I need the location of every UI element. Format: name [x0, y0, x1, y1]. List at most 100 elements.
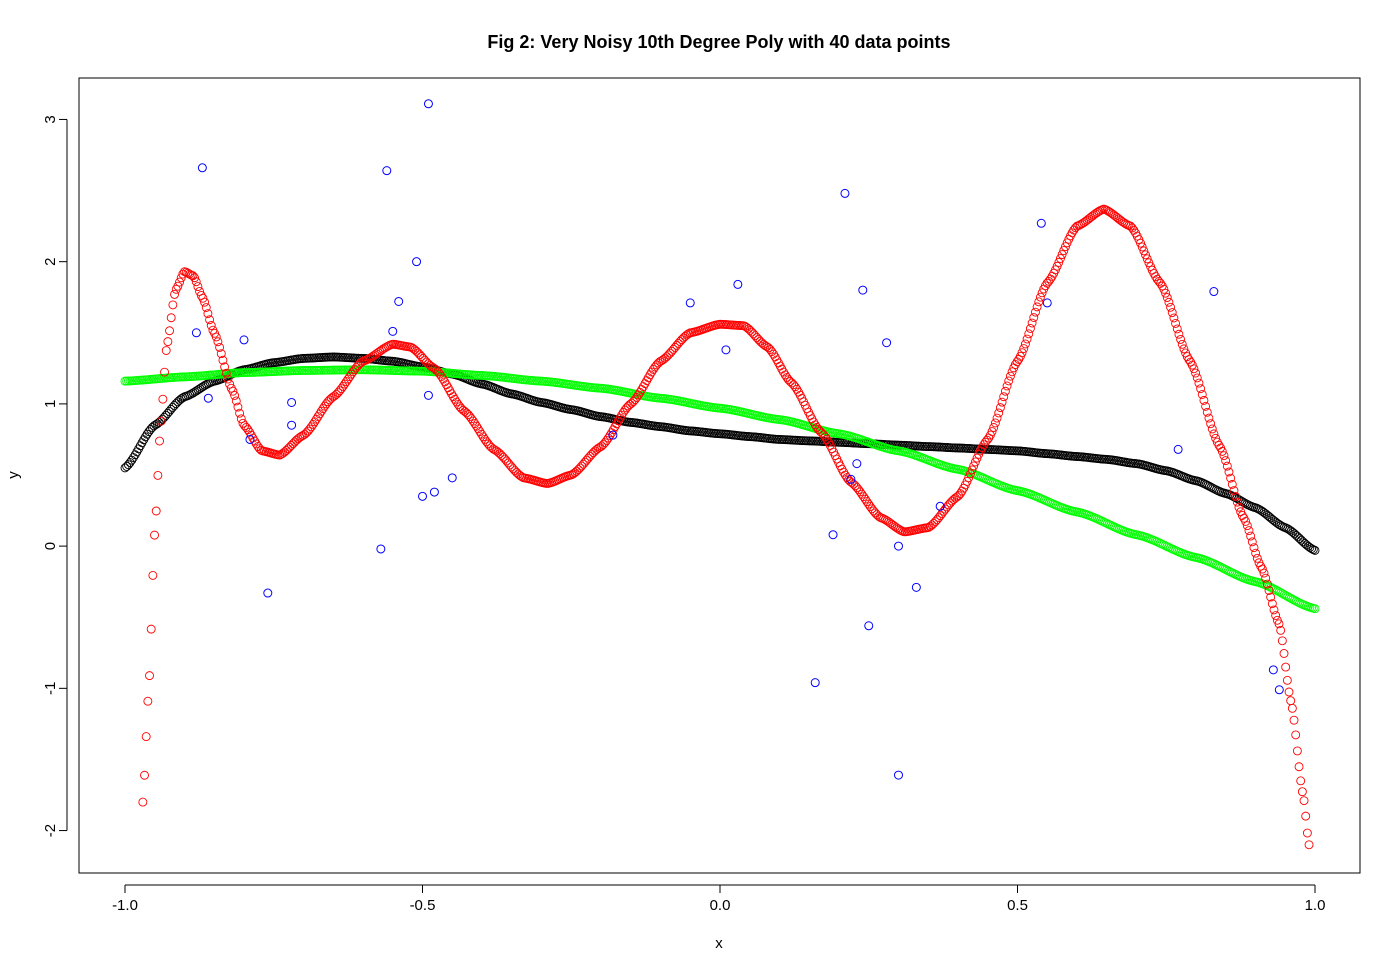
curve-point — [148, 570, 158, 580]
curve-point — [1252, 553, 1262, 563]
curve-point — [150, 530, 159, 540]
curve-point — [1002, 381, 1012, 391]
curve-point — [754, 334, 763, 344]
curve-point — [316, 406, 326, 416]
curve-point — [840, 470, 850, 480]
curve-point — [146, 624, 156, 634]
curve-point — [315, 409, 325, 419]
curve-point — [815, 427, 825, 436]
curve-point — [140, 432, 150, 442]
curve-point — [777, 364, 787, 374]
data-point — [263, 588, 273, 598]
curve-point — [1224, 467, 1234, 477]
curve-point — [228, 386, 238, 396]
curve-point — [1184, 355, 1194, 365]
curve-point — [1261, 573, 1271, 583]
curve-point — [964, 473, 974, 483]
curve-point — [1221, 456, 1231, 466]
curve-point — [125, 458, 135, 468]
curve-point — [422, 357, 431, 367]
axes: -1.0 -0.5 0.0 0.5 1.0 -2 -1 0 1 2 3 — [42, 77, 1361, 914]
curve-point — [1191, 368, 1201, 378]
curve-point — [872, 510, 882, 520]
curve-point — [1292, 746, 1302, 756]
curve-point — [1017, 348, 1027, 358]
curve-point — [141, 732, 151, 742]
curve-point — [1288, 527, 1298, 537]
curve-point — [809, 417, 818, 427]
curve-point — [633, 390, 643, 400]
curve-point — [1010, 360, 1020, 369]
curve-point — [340, 379, 350, 389]
curve-point — [1044, 276, 1054, 286]
data-point — [388, 326, 398, 336]
curve-point — [779, 367, 788, 377]
curve-point — [839, 467, 849, 477]
curve-point — [1284, 687, 1294, 697]
curve-point — [156, 416, 166, 426]
y-tick-label: 0 — [42, 542, 59, 550]
x-tick-label: 1.0 — [1305, 897, 1326, 914]
curve-point — [1177, 339, 1187, 349]
curve-point — [595, 442, 605, 452]
curve-point — [478, 432, 488, 442]
y-axis-label: y — [5, 471, 22, 479]
data-point — [287, 420, 297, 430]
data-point — [894, 770, 903, 780]
curve-point — [1030, 307, 1040, 317]
data-point — [721, 345, 731, 355]
curve-point — [1137, 242, 1147, 252]
curve-point — [1007, 367, 1017, 377]
curve-point — [165, 326, 174, 336]
curve-point — [160, 367, 169, 377]
curve-point — [1174, 329, 1184, 339]
curve-point — [1227, 479, 1237, 489]
x-tick-label: 0.5 — [1007, 897, 1028, 914]
curve-point — [1294, 762, 1304, 772]
curve-point — [955, 489, 965, 499]
curve-point — [1192, 373, 1202, 383]
data-point — [1274, 685, 1284, 695]
curve-point — [313, 412, 323, 421]
curve-point — [154, 417, 164, 427]
data-point — [412, 257, 422, 267]
curve-point — [320, 401, 330, 411]
curve-point — [311, 414, 321, 424]
curve-point — [1027, 318, 1037, 328]
x-tick-label: -1.0 — [112, 897, 138, 914]
curve-point — [1232, 497, 1242, 507]
curve-point — [1176, 334, 1186, 344]
curve-point — [318, 404, 328, 414]
curve-point — [977, 443, 987, 453]
curve-point — [1251, 548, 1261, 558]
curve-point — [218, 355, 228, 365]
data-point — [245, 434, 255, 444]
curve-point — [1264, 586, 1274, 595]
curve-point — [408, 344, 418, 353]
y-tick-label: 3 — [42, 115, 59, 123]
curve-point — [1276, 625, 1286, 635]
curve-point — [597, 441, 607, 451]
curve-point — [281, 445, 291, 455]
series-0 — [191, 99, 1284, 780]
curve-point — [1061, 242, 1070, 252]
curve-point — [435, 369, 445, 379]
curve-point — [1267, 599, 1277, 609]
curve-point — [1291, 730, 1301, 740]
curve-point — [1019, 344, 1029, 353]
curve-point — [170, 289, 180, 299]
curve-point — [1201, 401, 1211, 411]
x-tick-label: -0.5 — [410, 897, 436, 914]
curve-point — [138, 797, 148, 807]
curve-point — [870, 508, 880, 518]
curve-point — [762, 342, 772, 352]
curve-point — [1217, 446, 1227, 456]
curve-point — [965, 469, 975, 479]
curve-point — [220, 362, 230, 372]
curve-point — [755, 336, 765, 346]
curve-point — [251, 439, 261, 449]
curve-point — [203, 309, 213, 319]
curve-point — [343, 374, 353, 384]
curve-point — [819, 430, 828, 440]
